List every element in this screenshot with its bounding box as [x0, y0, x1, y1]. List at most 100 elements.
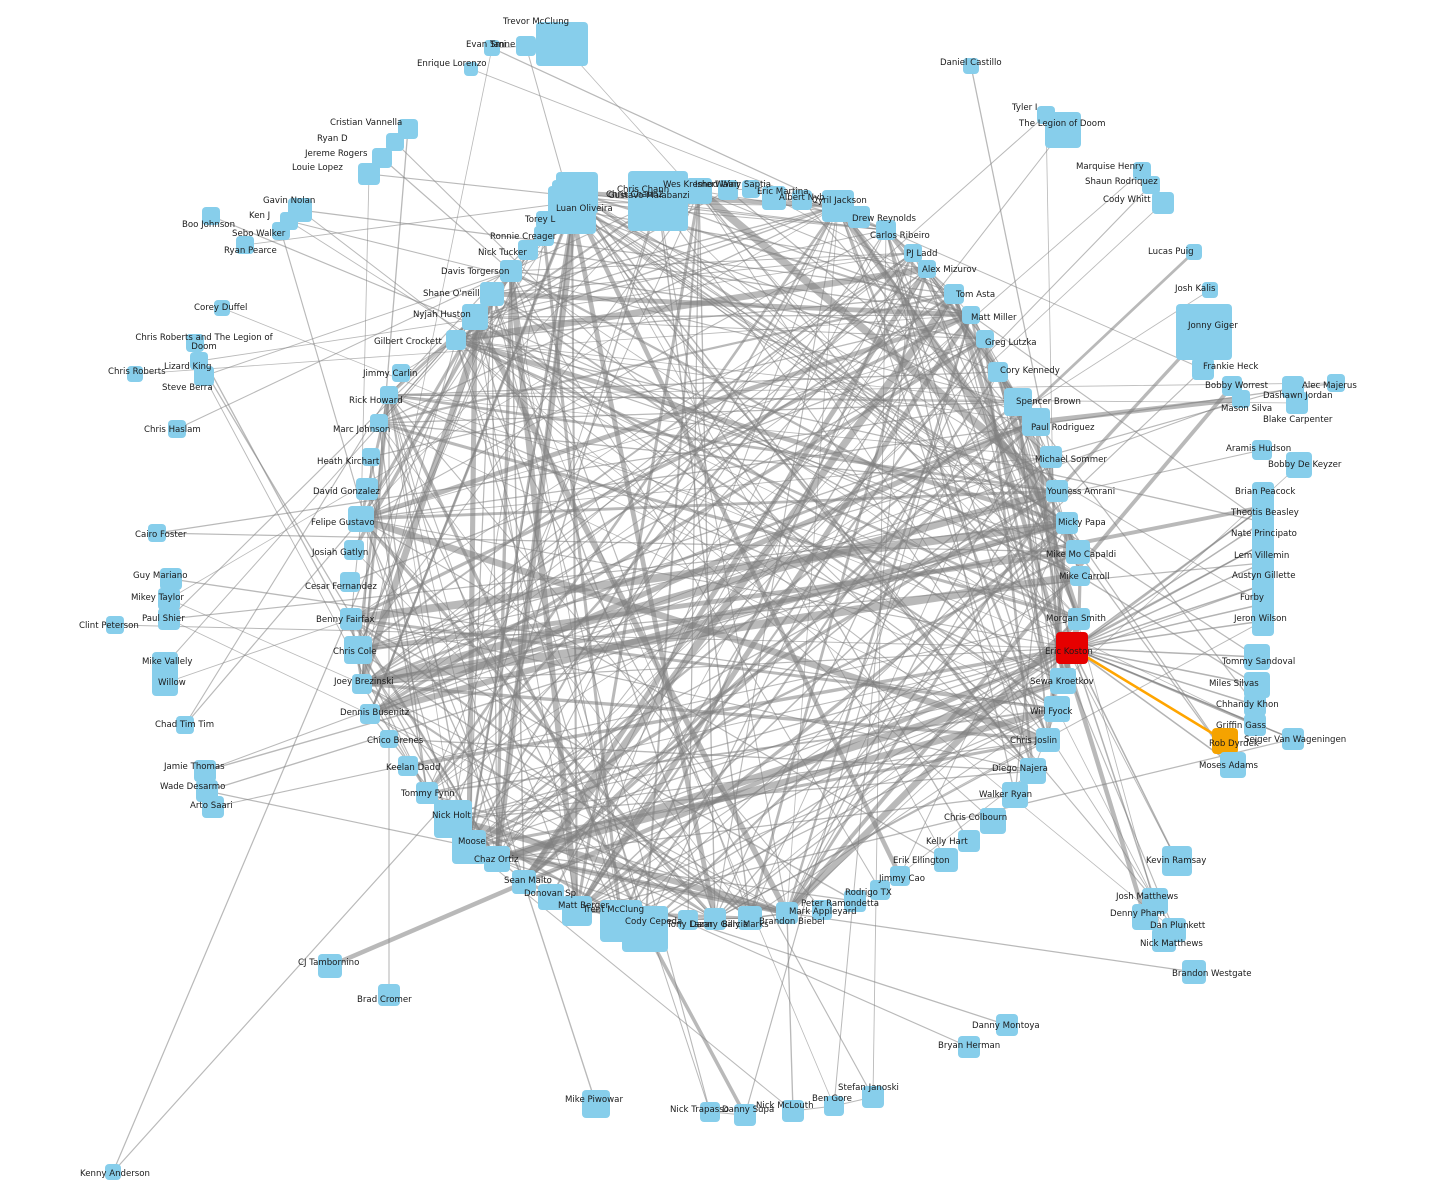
graph-node[interactable] — [844, 890, 866, 912]
graph-node[interactable] — [1044, 696, 1070, 722]
graph-node[interactable] — [148, 524, 166, 542]
graph-node[interactable] — [1202, 282, 1218, 298]
graph-node[interactable] — [980, 808, 1006, 834]
graph-node[interactable] — [1133, 162, 1151, 180]
graph-node[interactable] — [348, 506, 374, 532]
graph-node[interactable] — [1286, 452, 1312, 478]
graph-node[interactable] — [480, 282, 504, 306]
graph-node[interactable] — [272, 222, 290, 240]
graph-node[interactable] — [1152, 928, 1176, 952]
graph-node[interactable] — [1244, 644, 1270, 670]
graph-node[interactable] — [1068, 608, 1090, 630]
graph-node[interactable] — [742, 180, 760, 198]
graph-node[interactable] — [105, 1164, 121, 1180]
graph-node[interactable] — [548, 186, 596, 234]
graph-node[interactable] — [1002, 782, 1028, 808]
graph-node[interactable] — [340, 572, 360, 592]
graph-node[interactable] — [1022, 408, 1050, 436]
graph-node[interactable] — [812, 900, 832, 920]
graph-node[interactable] — [1046, 480, 1068, 502]
graph-node[interactable] — [398, 756, 418, 776]
graph-node[interactable] — [1252, 440, 1272, 460]
graph-node[interactable] — [904, 244, 922, 262]
graph-node[interactable] — [976, 330, 994, 348]
graph-node[interactable] — [1070, 566, 1090, 586]
graph-node[interactable] — [1056, 512, 1078, 534]
graph-node[interactable] — [352, 674, 372, 694]
graph-node[interactable] — [622, 906, 668, 952]
graph-node[interactable] — [534, 226, 554, 246]
graph-node[interactable] — [1020, 758, 1046, 784]
graph-node[interactable] — [963, 58, 979, 74]
graph-node[interactable] — [160, 568, 182, 590]
graph-node[interactable] — [1327, 374, 1345, 392]
graph-node[interactable] — [1220, 752, 1246, 778]
graph-node[interactable] — [362, 448, 380, 466]
graph-node[interactable] — [738, 906, 762, 930]
graph-node[interactable] — [1212, 728, 1238, 754]
graph-node[interactable] — [958, 1036, 980, 1058]
graph-node[interactable] — [380, 730, 398, 748]
graph-node[interactable] — [562, 896, 592, 926]
graph-node[interactable] — [1244, 714, 1266, 736]
graph-node[interactable] — [1244, 694, 1266, 716]
graph-node[interactable] — [1040, 446, 1062, 468]
graph-node[interactable] — [1050, 668, 1076, 694]
graph-node[interactable] — [862, 1086, 884, 1108]
graph-node[interactable] — [1056, 632, 1088, 664]
graph-node[interactable] — [538, 884, 564, 910]
graph-node[interactable] — [1142, 176, 1160, 194]
graph-node[interactable] — [190, 352, 208, 370]
graph-node[interactable] — [700, 1102, 720, 1122]
graph-node[interactable] — [158, 588, 180, 610]
graph-node[interactable] — [890, 866, 910, 886]
graph-node[interactable] — [1162, 846, 1192, 876]
graph-node[interactable] — [392, 364, 410, 382]
graph-node[interactable] — [1176, 304, 1232, 360]
graph-node[interactable] — [1045, 112, 1081, 148]
graph-node[interactable] — [1066, 540, 1090, 564]
graph-node[interactable] — [518, 240, 538, 260]
graph-node[interactable] — [194, 760, 216, 782]
graph-node[interactable] — [512, 870, 536, 894]
graph-node[interactable] — [1152, 192, 1174, 214]
graph-node[interactable] — [1252, 606, 1274, 636]
graph-node[interactable] — [718, 180, 738, 200]
graph-node[interactable] — [386, 133, 404, 151]
graph-node[interactable] — [446, 330, 466, 350]
graph-node[interactable] — [824, 1096, 844, 1116]
graph-node[interactable] — [536, 211, 554, 229]
graph-node[interactable] — [536, 22, 588, 66]
graph-node[interactable] — [870, 880, 890, 900]
graph-node[interactable] — [1036, 728, 1060, 752]
graph-node[interactable] — [186, 334, 204, 352]
graph-node[interactable] — [236, 236, 254, 254]
graph-node[interactable] — [996, 1014, 1018, 1036]
graph-node[interactable] — [452, 830, 486, 864]
graph-node[interactable] — [344, 636, 372, 664]
graph-node[interactable] — [484, 40, 500, 56]
graph-node[interactable] — [370, 414, 388, 432]
graph-node[interactable] — [782, 1100, 804, 1122]
graph-node[interactable] — [1282, 728, 1304, 750]
graph-node[interactable] — [792, 190, 812, 210]
graph-node[interactable] — [962, 306, 980, 324]
graph-node[interactable] — [934, 848, 958, 872]
graph-node[interactable] — [958, 830, 980, 852]
graph-node[interactable] — [202, 207, 220, 225]
graph-node[interactable] — [202, 796, 224, 818]
graph-node[interactable] — [168, 420, 186, 438]
graph-node[interactable] — [462, 304, 488, 330]
graph-node[interactable] — [127, 366, 143, 382]
graph-node[interactable] — [360, 704, 380, 724]
graph-node[interactable] — [776, 902, 798, 924]
graph-node[interactable] — [944, 284, 964, 304]
graph-node[interactable] — [464, 62, 478, 76]
graph-node[interactable] — [500, 260, 522, 282]
graph-node[interactable] — [704, 908, 726, 930]
graph-node[interactable] — [358, 163, 380, 185]
graph-node[interactable] — [918, 260, 936, 278]
graph-node[interactable] — [340, 608, 362, 630]
graph-node[interactable] — [344, 540, 364, 560]
